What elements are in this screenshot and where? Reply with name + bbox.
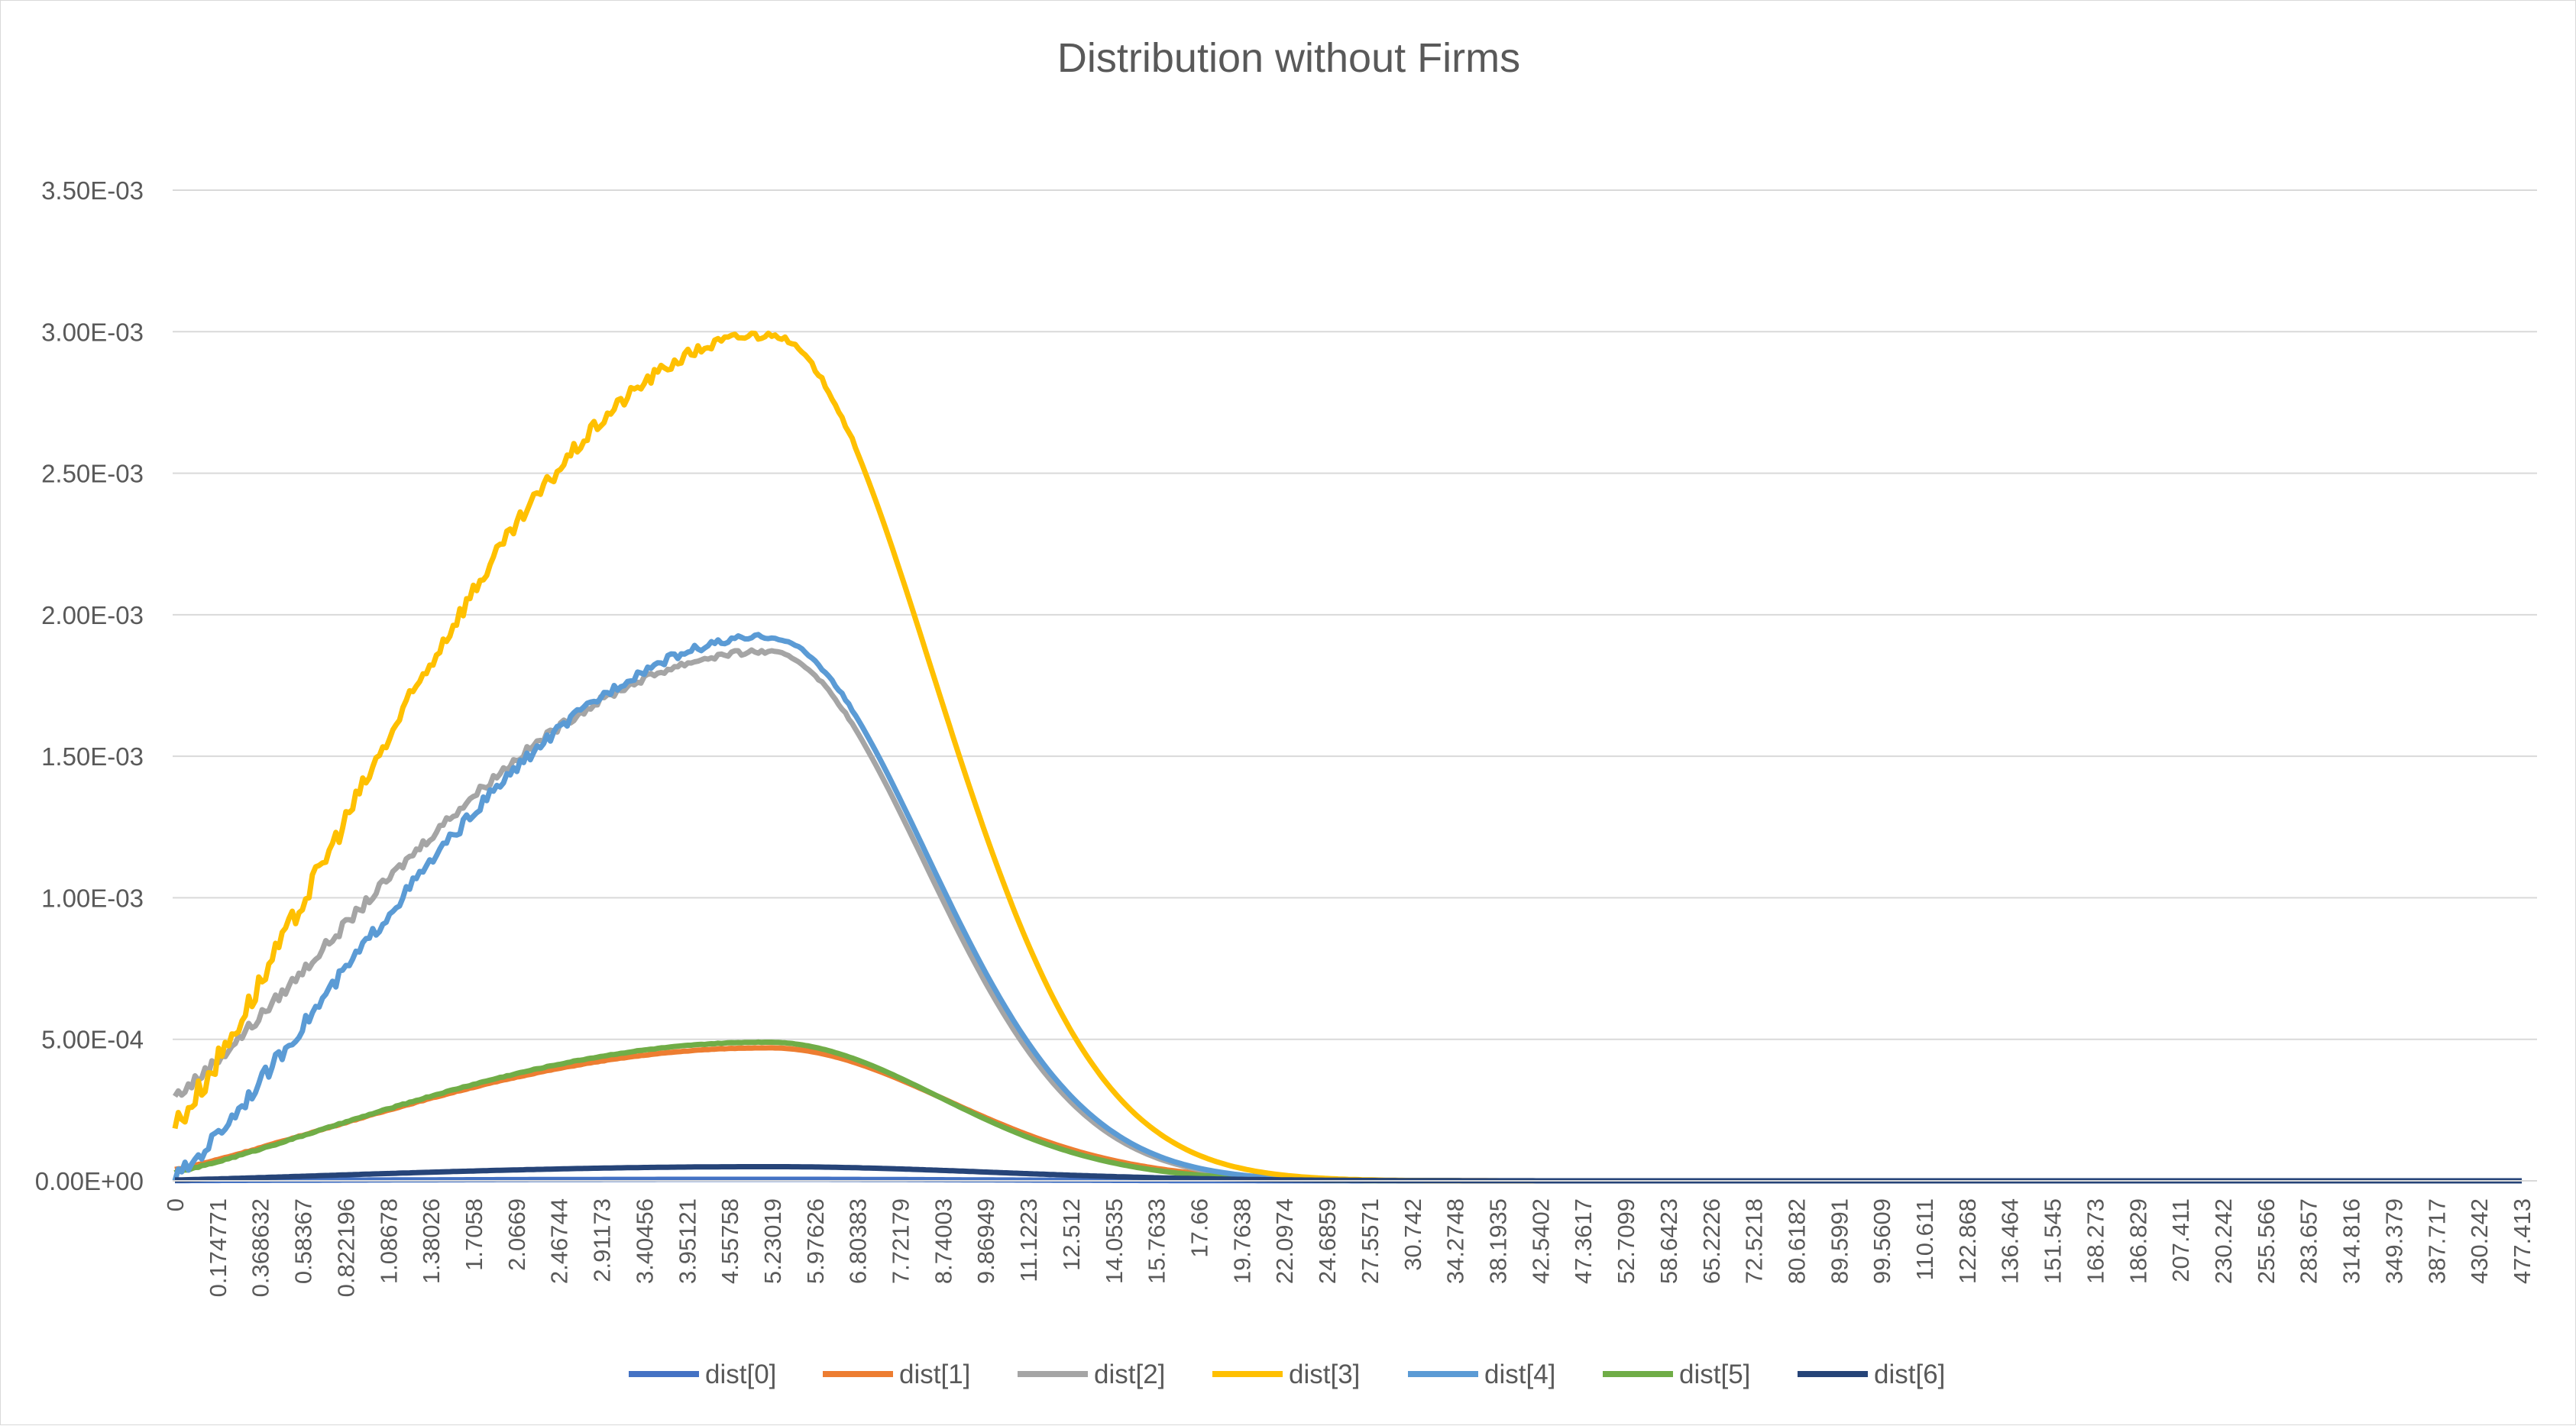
x-tick-label: 58.6423 bbox=[1655, 1198, 1682, 1284]
x-tick-label: 349.379 bbox=[2380, 1198, 2407, 1284]
x-tick-label: 38.1935 bbox=[1484, 1198, 1511, 1284]
x-tick-label: 99.5609 bbox=[1869, 1198, 1895, 1284]
x-tick-label: 17.66 bbox=[1186, 1198, 1213, 1258]
x-tick-label: 1.08678 bbox=[375, 1198, 402, 1284]
legend-label: dist[3] bbox=[1289, 1360, 1360, 1389]
x-axis-ticks: 0 0.174771 0.368632 0.58367 0.822196 1.08678 1… bbox=[162, 1198, 2536, 1297]
chart-title: Distribution without Firms bbox=[1057, 35, 1520, 81]
x-tick-label: 5.23019 bbox=[759, 1198, 786, 1284]
y-tick-label: 2.00E-03 bbox=[41, 601, 144, 629]
x-tick-label: 0.58367 bbox=[290, 1198, 317, 1284]
legend-item-dist5: dist[5] bbox=[1603, 1360, 1750, 1389]
x-tick-label: 0.368632 bbox=[248, 1198, 274, 1297]
y-tick-label: 3.00E-03 bbox=[41, 318, 144, 346]
legend-item-dist0: dist[0] bbox=[629, 1360, 776, 1389]
x-tick-label: 110.611 bbox=[1911, 1198, 1938, 1280]
x-tick-label: 27.5571 bbox=[1357, 1198, 1383, 1284]
x-tick-label: 8.74003 bbox=[930, 1198, 956, 1284]
series-line-dist5 bbox=[173, 1039, 2522, 1184]
legend-label: dist[6] bbox=[1874, 1360, 1945, 1389]
gridlines bbox=[173, 189, 2537, 1040]
y-axis-ticks: 0.00E+00 5.00E-04 1.00E-03 1.50E-03 2.00E-03… bbox=[35, 176, 144, 1195]
legend-label: dist[2] bbox=[1094, 1360, 1165, 1389]
x-tick-label: 230.242 bbox=[2210, 1198, 2237, 1284]
x-tick-label: 34.2748 bbox=[1442, 1198, 1469, 1284]
x-tick-label: 283.657 bbox=[2296, 1198, 2322, 1284]
x-tick-label: 9.86949 bbox=[972, 1198, 999, 1284]
x-tick-label: 0.822196 bbox=[332, 1198, 359, 1297]
x-tick-label: 2.91173 bbox=[589, 1198, 616, 1282]
legend-item-dist2: dist[2] bbox=[1018, 1360, 1165, 1389]
x-tick-label: 168.273 bbox=[2082, 1198, 2108, 1284]
y-tick-label: 2.50E-03 bbox=[41, 460, 144, 488]
series-line-dist1 bbox=[174, 1045, 2522, 1184]
x-tick-label: 3.40456 bbox=[631, 1198, 658, 1284]
x-tick-label: 6.80383 bbox=[845, 1198, 872, 1284]
x-tick-label: 3.95121 bbox=[674, 1198, 701, 1284]
legend-item-dist6: dist[6] bbox=[1798, 1360, 1945, 1389]
x-tick-label: 477.413 bbox=[2509, 1198, 2536, 1284]
y-tick-label: 3.50E-03 bbox=[41, 176, 144, 205]
x-tick-label: 72.5218 bbox=[1741, 1198, 1768, 1284]
x-tick-label: 255.566 bbox=[2253, 1198, 2280, 1284]
y-tick-label: 0.00E+00 bbox=[35, 1167, 144, 1195]
x-tick-label: 2.46744 bbox=[546, 1198, 573, 1284]
x-tick-label: 11.1223 bbox=[1015, 1198, 1042, 1282]
x-tick-label: 5.97626 bbox=[802, 1198, 829, 1284]
x-tick-label: 42.5402 bbox=[1527, 1198, 1554, 1284]
x-tick-label: 7.72179 bbox=[888, 1198, 914, 1284]
y-tick-label: 5.00E-04 bbox=[41, 1026, 144, 1054]
x-tick-label: 0 bbox=[162, 1198, 189, 1211]
x-tick-label: 30.742 bbox=[1400, 1198, 1426, 1271]
series-lines bbox=[172, 330, 2522, 1184]
x-tick-label: 65.2226 bbox=[1698, 1198, 1725, 1284]
legend-label: dist[5] bbox=[1679, 1360, 1750, 1389]
legend-item-dist3: dist[3] bbox=[1212, 1360, 1360, 1389]
x-tick-label: 52.7099 bbox=[1613, 1198, 1639, 1284]
x-tick-label: 24.6859 bbox=[1314, 1198, 1341, 1284]
x-tick-label: 0.174771 bbox=[205, 1198, 231, 1297]
x-tick-label: 430.242 bbox=[2466, 1198, 2493, 1284]
x-tick-label: 89.5991 bbox=[1826, 1198, 1853, 1284]
x-tick-label: 122.868 bbox=[1954, 1198, 1981, 1284]
x-tick-label: 80.6182 bbox=[1783, 1198, 1810, 1284]
legend-label: dist[0] bbox=[705, 1360, 776, 1389]
x-tick-label: 1.38026 bbox=[418, 1198, 445, 1284]
x-tick-label: 136.464 bbox=[1997, 1198, 2024, 1284]
x-tick-label: 14.0535 bbox=[1101, 1198, 1128, 1284]
legend: dist[0] dist[1] dist[2] dist[3] dist[4] dist[… bbox=[629, 1360, 1945, 1389]
y-tick-label: 1.50E-03 bbox=[41, 742, 144, 771]
series-line-dist2 bbox=[173, 647, 2522, 1184]
y-tick-label: 1.00E-03 bbox=[41, 884, 144, 912]
legend-label: dist[4] bbox=[1484, 1360, 1555, 1389]
x-tick-label: 12.512 bbox=[1058, 1198, 1085, 1271]
x-tick-label: 4.55758 bbox=[717, 1198, 743, 1284]
x-tick-label: 186.829 bbox=[2125, 1198, 2151, 1284]
x-tick-label: 2.0669 bbox=[503, 1198, 530, 1271]
x-tick-label: 151.545 bbox=[2040, 1198, 2066, 1284]
series-line-dist4 bbox=[172, 632, 2522, 1184]
x-tick-label: 19.7638 bbox=[1228, 1198, 1255, 1284]
x-tick-label: 387.717 bbox=[2423, 1198, 2450, 1284]
legend-item-dist1: dist[1] bbox=[823, 1360, 970, 1389]
x-tick-label: 314.816 bbox=[2338, 1198, 2365, 1284]
x-tick-label: 207.411 bbox=[2167, 1198, 2194, 1282]
legend-label: dist[1] bbox=[899, 1360, 970, 1389]
x-tick-label: 15.7633 bbox=[1144, 1198, 1170, 1284]
legend-item-dist4: dist[4] bbox=[1408, 1360, 1555, 1389]
x-tick-label: 22.0974 bbox=[1271, 1198, 1298, 1284]
x-tick-label: 47.3617 bbox=[1570, 1198, 1597, 1284]
x-tick-label: 1.7058 bbox=[461, 1198, 487, 1271]
